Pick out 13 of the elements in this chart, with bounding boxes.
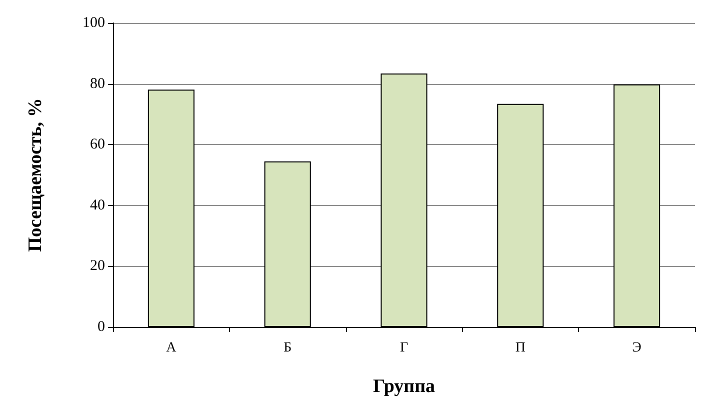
y-tick-label: 40 — [90, 197, 105, 214]
y-tick-label: 0 — [98, 319, 105, 335]
x-tick-label: Г — [400, 340, 408, 356]
x-tick-label: П — [515, 340, 526, 356]
x-tick-label: А — [166, 340, 178, 356]
x-tick-label: Б — [284, 340, 292, 356]
y-tick-label: 80 — [90, 76, 105, 92]
x-tick-label: Э — [632, 340, 642, 356]
y-tick-label: 100 — [82, 15, 105, 31]
y-tick-label: 20 — [90, 258, 105, 274]
y-axis-title: Посещаемость, % — [25, 98, 46, 252]
y-tick-label: 60 — [90, 136, 105, 153]
x-axis-title: Группа — [372, 376, 436, 397]
